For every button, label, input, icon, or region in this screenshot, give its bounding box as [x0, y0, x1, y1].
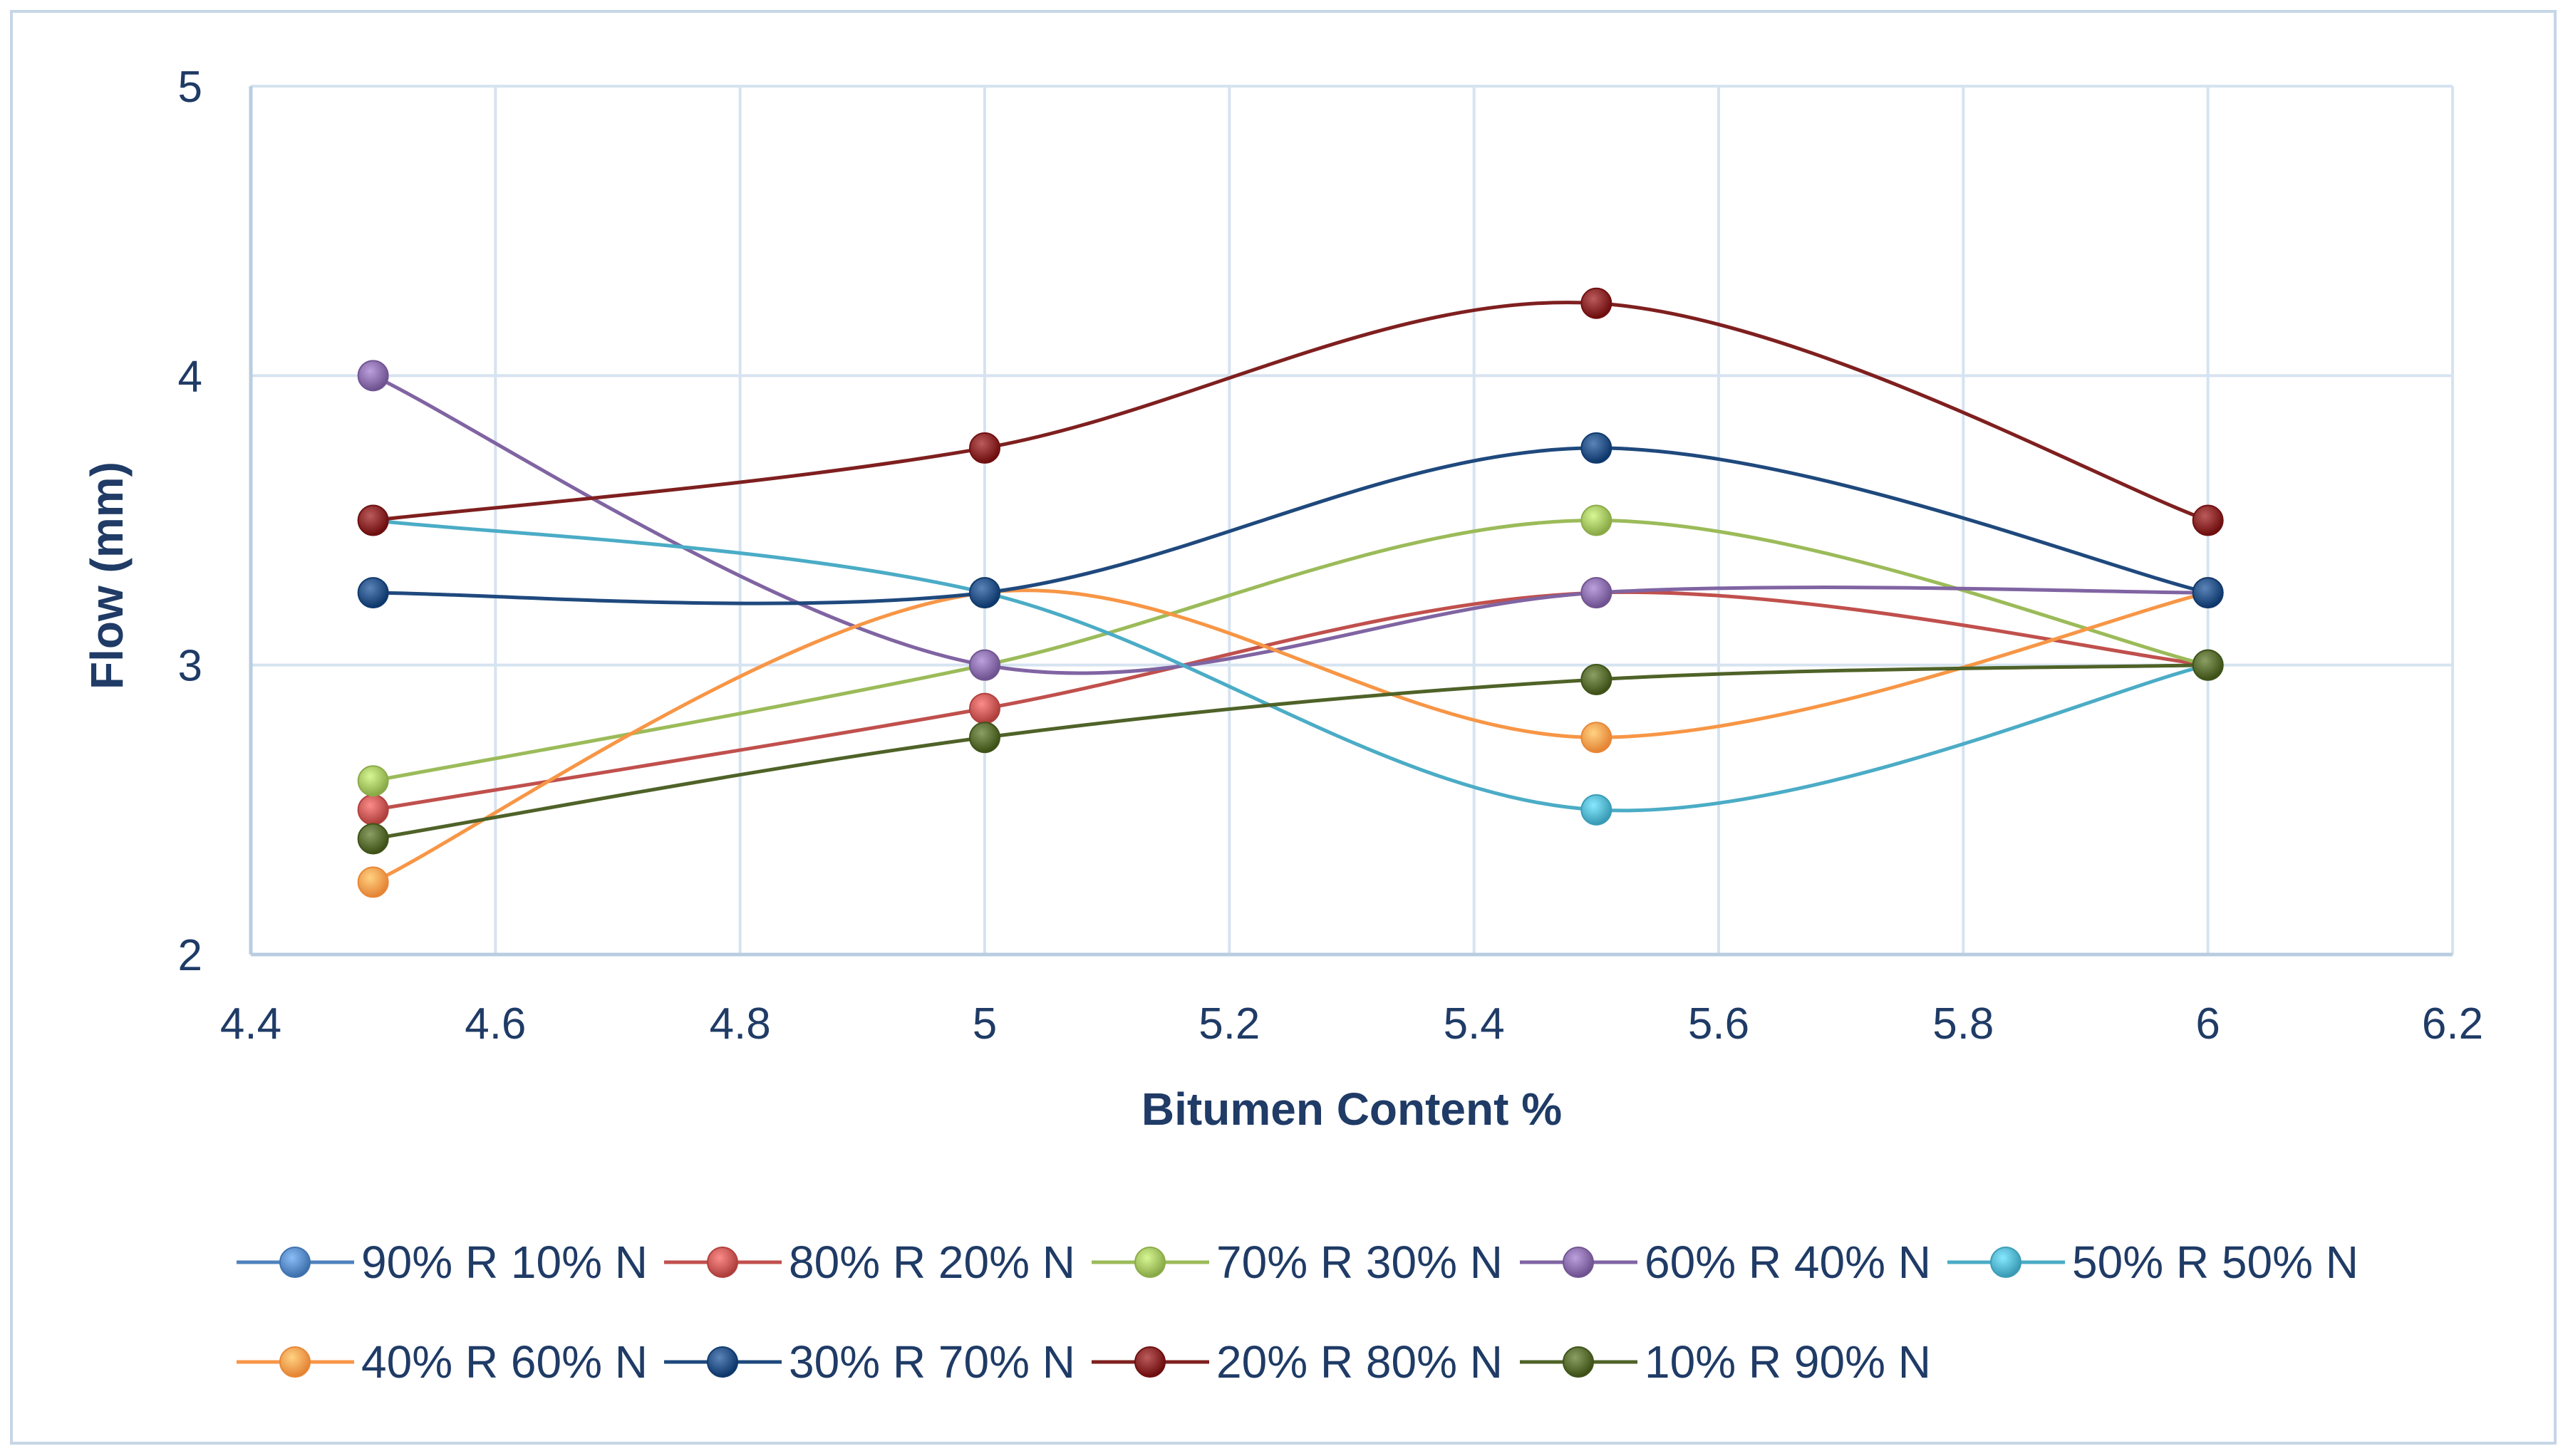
axes — [249, 86, 2453, 957]
legend: 90% R 10% N 80% R 20% N 70% R 30% N 60% R 4… — [237, 1237, 2359, 1388]
x-tick-label: 4.8 — [710, 999, 771, 1049]
data-point — [969, 577, 1000, 609]
data-point — [357, 504, 389, 536]
series-line — [372, 374, 2208, 675]
legend-label: 80% R 20% N — [789, 1237, 1075, 1288]
legend-item: 50% R 50% N — [1947, 1237, 2359, 1288]
legend-item: 90% R 10% N — [237, 1237, 648, 1288]
data-point — [2192, 577, 2224, 609]
data-point — [1580, 794, 1612, 826]
legend-item: 20% R 80% N — [1092, 1336, 1503, 1388]
x-tick-label: 5.8 — [1932, 999, 1994, 1049]
x-tick-label: 4.4 — [220, 999, 281, 1049]
data-point — [357, 765, 389, 797]
legend-marker — [1563, 1247, 1594, 1278]
x-tick-label: 5.2 — [1198, 999, 1260, 1049]
data-point — [969, 722, 1000, 754]
data-point — [2192, 504, 2224, 536]
y-tick-label: 5 — [178, 63, 202, 112]
series-line — [373, 518, 2209, 783]
y-tick-label: 3 — [178, 642, 202, 691]
legend-label: 60% R 40% N — [1645, 1237, 1931, 1288]
series-group — [357, 577, 2224, 826]
legend-label: 90% R 10% N — [361, 1237, 648, 1288]
series — [357, 287, 2224, 898]
series-group — [357, 287, 2224, 536]
legend-item: 10% R 90% N — [1520, 1336, 1931, 1388]
series-line — [372, 588, 2209, 884]
legend-item: 70% R 30% N — [1092, 1237, 1503, 1288]
legend-marker — [279, 1247, 311, 1278]
series-group — [357, 360, 2224, 681]
data-point — [357, 794, 389, 826]
legend-marker — [707, 1346, 738, 1378]
series-line — [373, 519, 2209, 813]
y-axis-title: Flow (mm) — [81, 462, 133, 690]
y-tick-labels: 2 3 4 5 — [178, 63, 202, 980]
series-line — [373, 446, 2209, 605]
legend-marker — [1990, 1247, 2021, 1278]
legend-item: 40% R 60% N — [237, 1336, 648, 1388]
data-point — [357, 577, 389, 609]
gridlines — [249, 85, 2454, 956]
series-group — [357, 432, 2224, 609]
data-point — [1580, 663, 1612, 695]
x-axis-title: Bitumen Content % — [1141, 1083, 1562, 1135]
legend-marker — [707, 1247, 738, 1278]
y-tick-label: 4 — [178, 352, 202, 401]
series-group — [357, 577, 2224, 898]
x-tick-label: 5 — [973, 999, 997, 1049]
x-tick-label: 5.4 — [1444, 999, 1505, 1049]
series-line — [373, 301, 2209, 522]
x-tick-label: 5.6 — [1688, 999, 1749, 1049]
data-point — [2192, 649, 2224, 681]
data-point — [357, 360, 389, 392]
legend-label: 30% R 70% N — [789, 1336, 1075, 1388]
series-line — [373, 663, 2208, 841]
legend-label: 50% R 50% N — [2072, 1237, 2359, 1288]
data-point — [969, 432, 1000, 464]
x-tick-label: 6 — [2195, 999, 2220, 1049]
data-point — [1580, 504, 1612, 536]
series-group — [357, 504, 2224, 797]
data-point — [969, 649, 1000, 681]
x-tick-labels: 4.4 4.6 4.8 5 5.2 5.4 5.6 5.8 6 6.2 — [220, 999, 2483, 1049]
data-point — [357, 866, 389, 898]
chart-frame — [10, 10, 2557, 1445]
legend-item: 30% R 70% N — [664, 1336, 1075, 1388]
data-point — [1580, 287, 1612, 319]
legend-label: 70% R 30% N — [1216, 1237, 1503, 1288]
legend-item: 80% R 20% N — [664, 1237, 1075, 1288]
legend-marker — [279, 1346, 311, 1378]
legend-label: 20% R 80% N — [1216, 1336, 1503, 1388]
legend-label: 40% R 60% N — [361, 1336, 648, 1388]
x-tick-label: 6.2 — [2422, 999, 2483, 1049]
data-point — [1580, 432, 1612, 464]
data-point — [1580, 577, 1612, 609]
data-point — [1580, 722, 1612, 754]
y-tick-label: 2 — [178, 931, 202, 980]
legend-item: 60% R 40% N — [1520, 1237, 1931, 1288]
legend-marker — [1563, 1346, 1594, 1378]
legend-label: 10% R 90% N — [1645, 1336, 1931, 1388]
x-tick-label: 4.6 — [465, 999, 526, 1049]
legend-marker — [1134, 1247, 1166, 1278]
series-group — [357, 649, 2224, 855]
data-point — [357, 823, 389, 855]
legend-marker — [1134, 1346, 1166, 1378]
series-line — [373, 590, 2208, 812]
data-point — [969, 692, 1000, 724]
